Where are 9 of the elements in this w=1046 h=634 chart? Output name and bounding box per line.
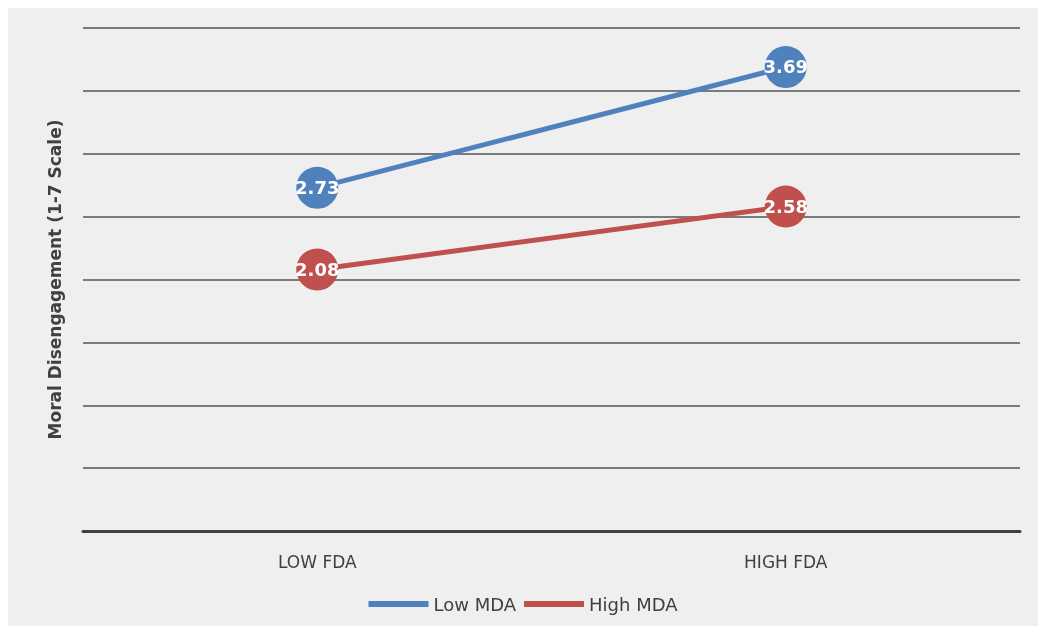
y-axis-title: Moral Disengagement (1-7 Scale) (44, 119, 65, 440)
data-label: 2.58 (763, 196, 808, 218)
x-tick-label: LOW FDA (277, 551, 357, 572)
x-tick-label: HIGH FDA (744, 551, 828, 572)
data-label: 3.69 (763, 56, 808, 78)
legend-label: Low MDA (433, 593, 517, 615)
legend-label: High MDA (589, 593, 679, 615)
data-label: 2.08 (295, 258, 340, 280)
data-label: 2.73 (295, 177, 340, 199)
